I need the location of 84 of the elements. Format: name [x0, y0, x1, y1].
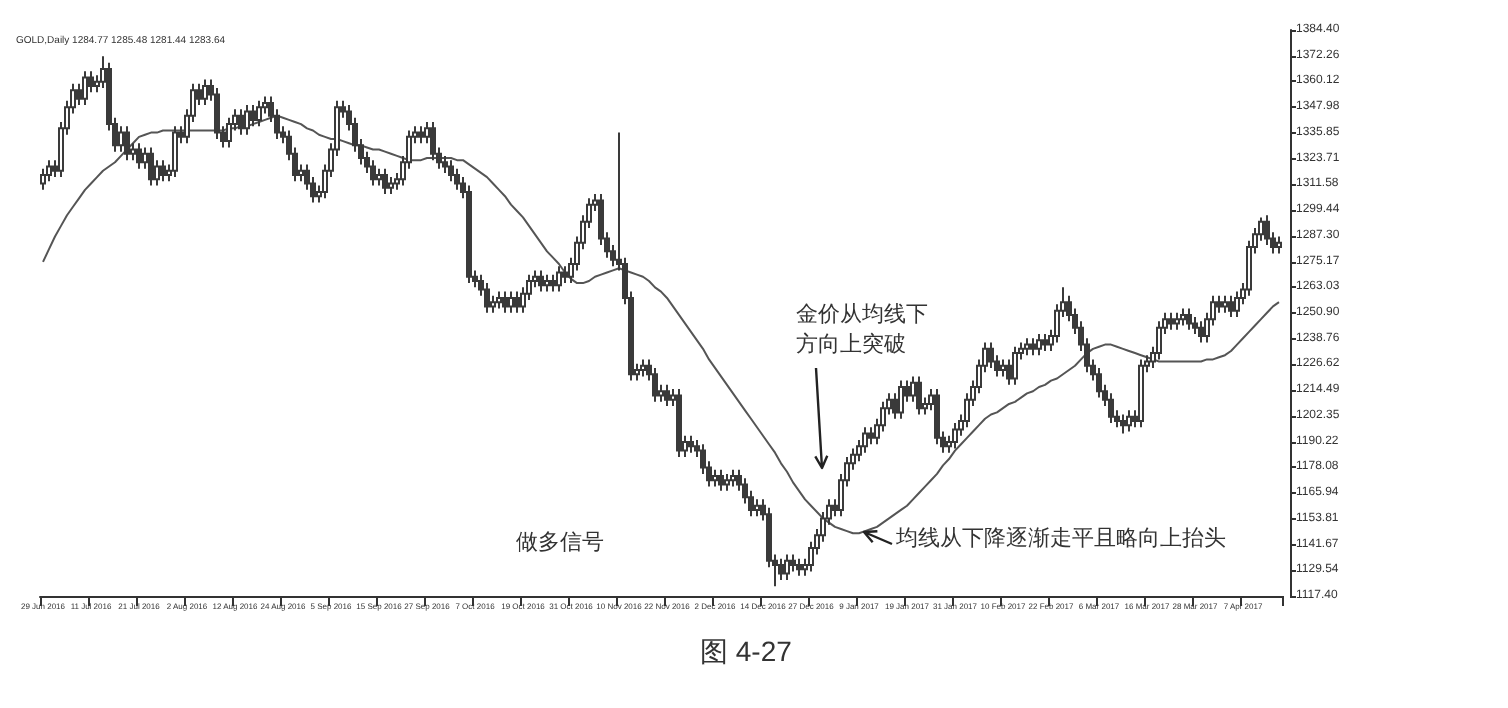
candlestick — [250, 104, 256, 128]
candlestick — [382, 167, 388, 196]
candlestick — [46, 159, 52, 183]
candlestick — [1186, 307, 1192, 331]
candlestick — [1156, 320, 1162, 361]
annotation: 金价从均线下方向上突破 — [796, 301, 928, 357]
candlestick — [898, 379, 904, 420]
candlestick — [862, 426, 868, 454]
candlestick — [1120, 413, 1126, 435]
candlestick — [256, 99, 262, 128]
candlestick — [652, 366, 658, 403]
candlestick — [712, 468, 718, 488]
candlestick — [724, 472, 730, 492]
candlestick — [790, 553, 796, 573]
candlestick — [916, 375, 922, 416]
candlestick — [238, 108, 244, 136]
candlestick — [496, 290, 502, 310]
candlestick — [676, 388, 682, 458]
candlestick — [1168, 311, 1174, 331]
candlestick — [718, 468, 724, 492]
candlestick — [796, 557, 802, 577]
candlestick — [454, 167, 460, 191]
candlestick — [40, 167, 46, 191]
candlestick — [778, 557, 784, 581]
candlestick — [868, 426, 874, 446]
candlestick — [538, 269, 544, 293]
candlestick — [1198, 320, 1204, 344]
candlestick — [172, 125, 178, 179]
candlestick — [418, 125, 424, 145]
candlestick — [448, 159, 454, 183]
candlestick — [550, 273, 556, 293]
candlestick — [664, 383, 670, 408]
caption: 图 4-27 — [700, 635, 793, 667]
candlestick — [1096, 366, 1102, 399]
annotation: 均线从下降逐渐走平且略向上抬头 — [894, 525, 1226, 551]
candlestick — [514, 290, 520, 314]
candlestick — [988, 341, 994, 369]
candlestick — [244, 104, 250, 136]
candlestick — [376, 167, 382, 187]
annotation: 做多信号 — [516, 531, 604, 555]
candlestick — [508, 290, 514, 314]
candlestick — [754, 498, 760, 518]
candlestick — [688, 434, 694, 454]
candlestick — [82, 70, 88, 107]
candlestick — [118, 125, 124, 153]
candlestick — [1012, 345, 1018, 386]
candlestick — [934, 388, 940, 446]
candlestick — [1264, 214, 1270, 246]
candlestick — [1108, 392, 1114, 425]
candlestick — [160, 159, 166, 183]
candlestick — [1228, 294, 1234, 319]
candlestick — [1138, 358, 1144, 429]
candlestick — [1000, 358, 1006, 378]
candlestick — [484, 282, 490, 314]
candlestick — [1036, 332, 1042, 357]
candlestick — [124, 125, 130, 162]
candlestick — [1030, 337, 1036, 357]
candlestick — [556, 265, 562, 293]
candlestick — [730, 468, 736, 488]
candlestick — [1180, 307, 1186, 327]
candlestick — [1126, 409, 1132, 433]
candlestick — [544, 273, 550, 293]
candlestick — [388, 176, 394, 196]
candlestick — [214, 87, 220, 140]
candlestick — [1174, 311, 1180, 331]
candlestick — [202, 78, 208, 107]
candlestick — [1276, 235, 1282, 255]
candlestick — [502, 290, 508, 314]
candlestick — [226, 116, 232, 149]
candlestick — [370, 159, 376, 187]
candlestick — [640, 358, 646, 378]
candlestick — [1024, 337, 1030, 357]
candlestick — [148, 146, 154, 187]
candlestick — [1042, 332, 1048, 352]
candlestick — [442, 154, 448, 174]
candlestick — [784, 553, 790, 581]
candlestick — [430, 121, 436, 162]
candlestick — [1192, 316, 1198, 335]
candlestick — [1234, 290, 1240, 319]
candlestick — [136, 142, 142, 170]
candlestick — [952, 422, 958, 450]
candlestick — [562, 265, 568, 285]
candlestick — [466, 184, 472, 285]
candlestick — [1222, 294, 1228, 314]
